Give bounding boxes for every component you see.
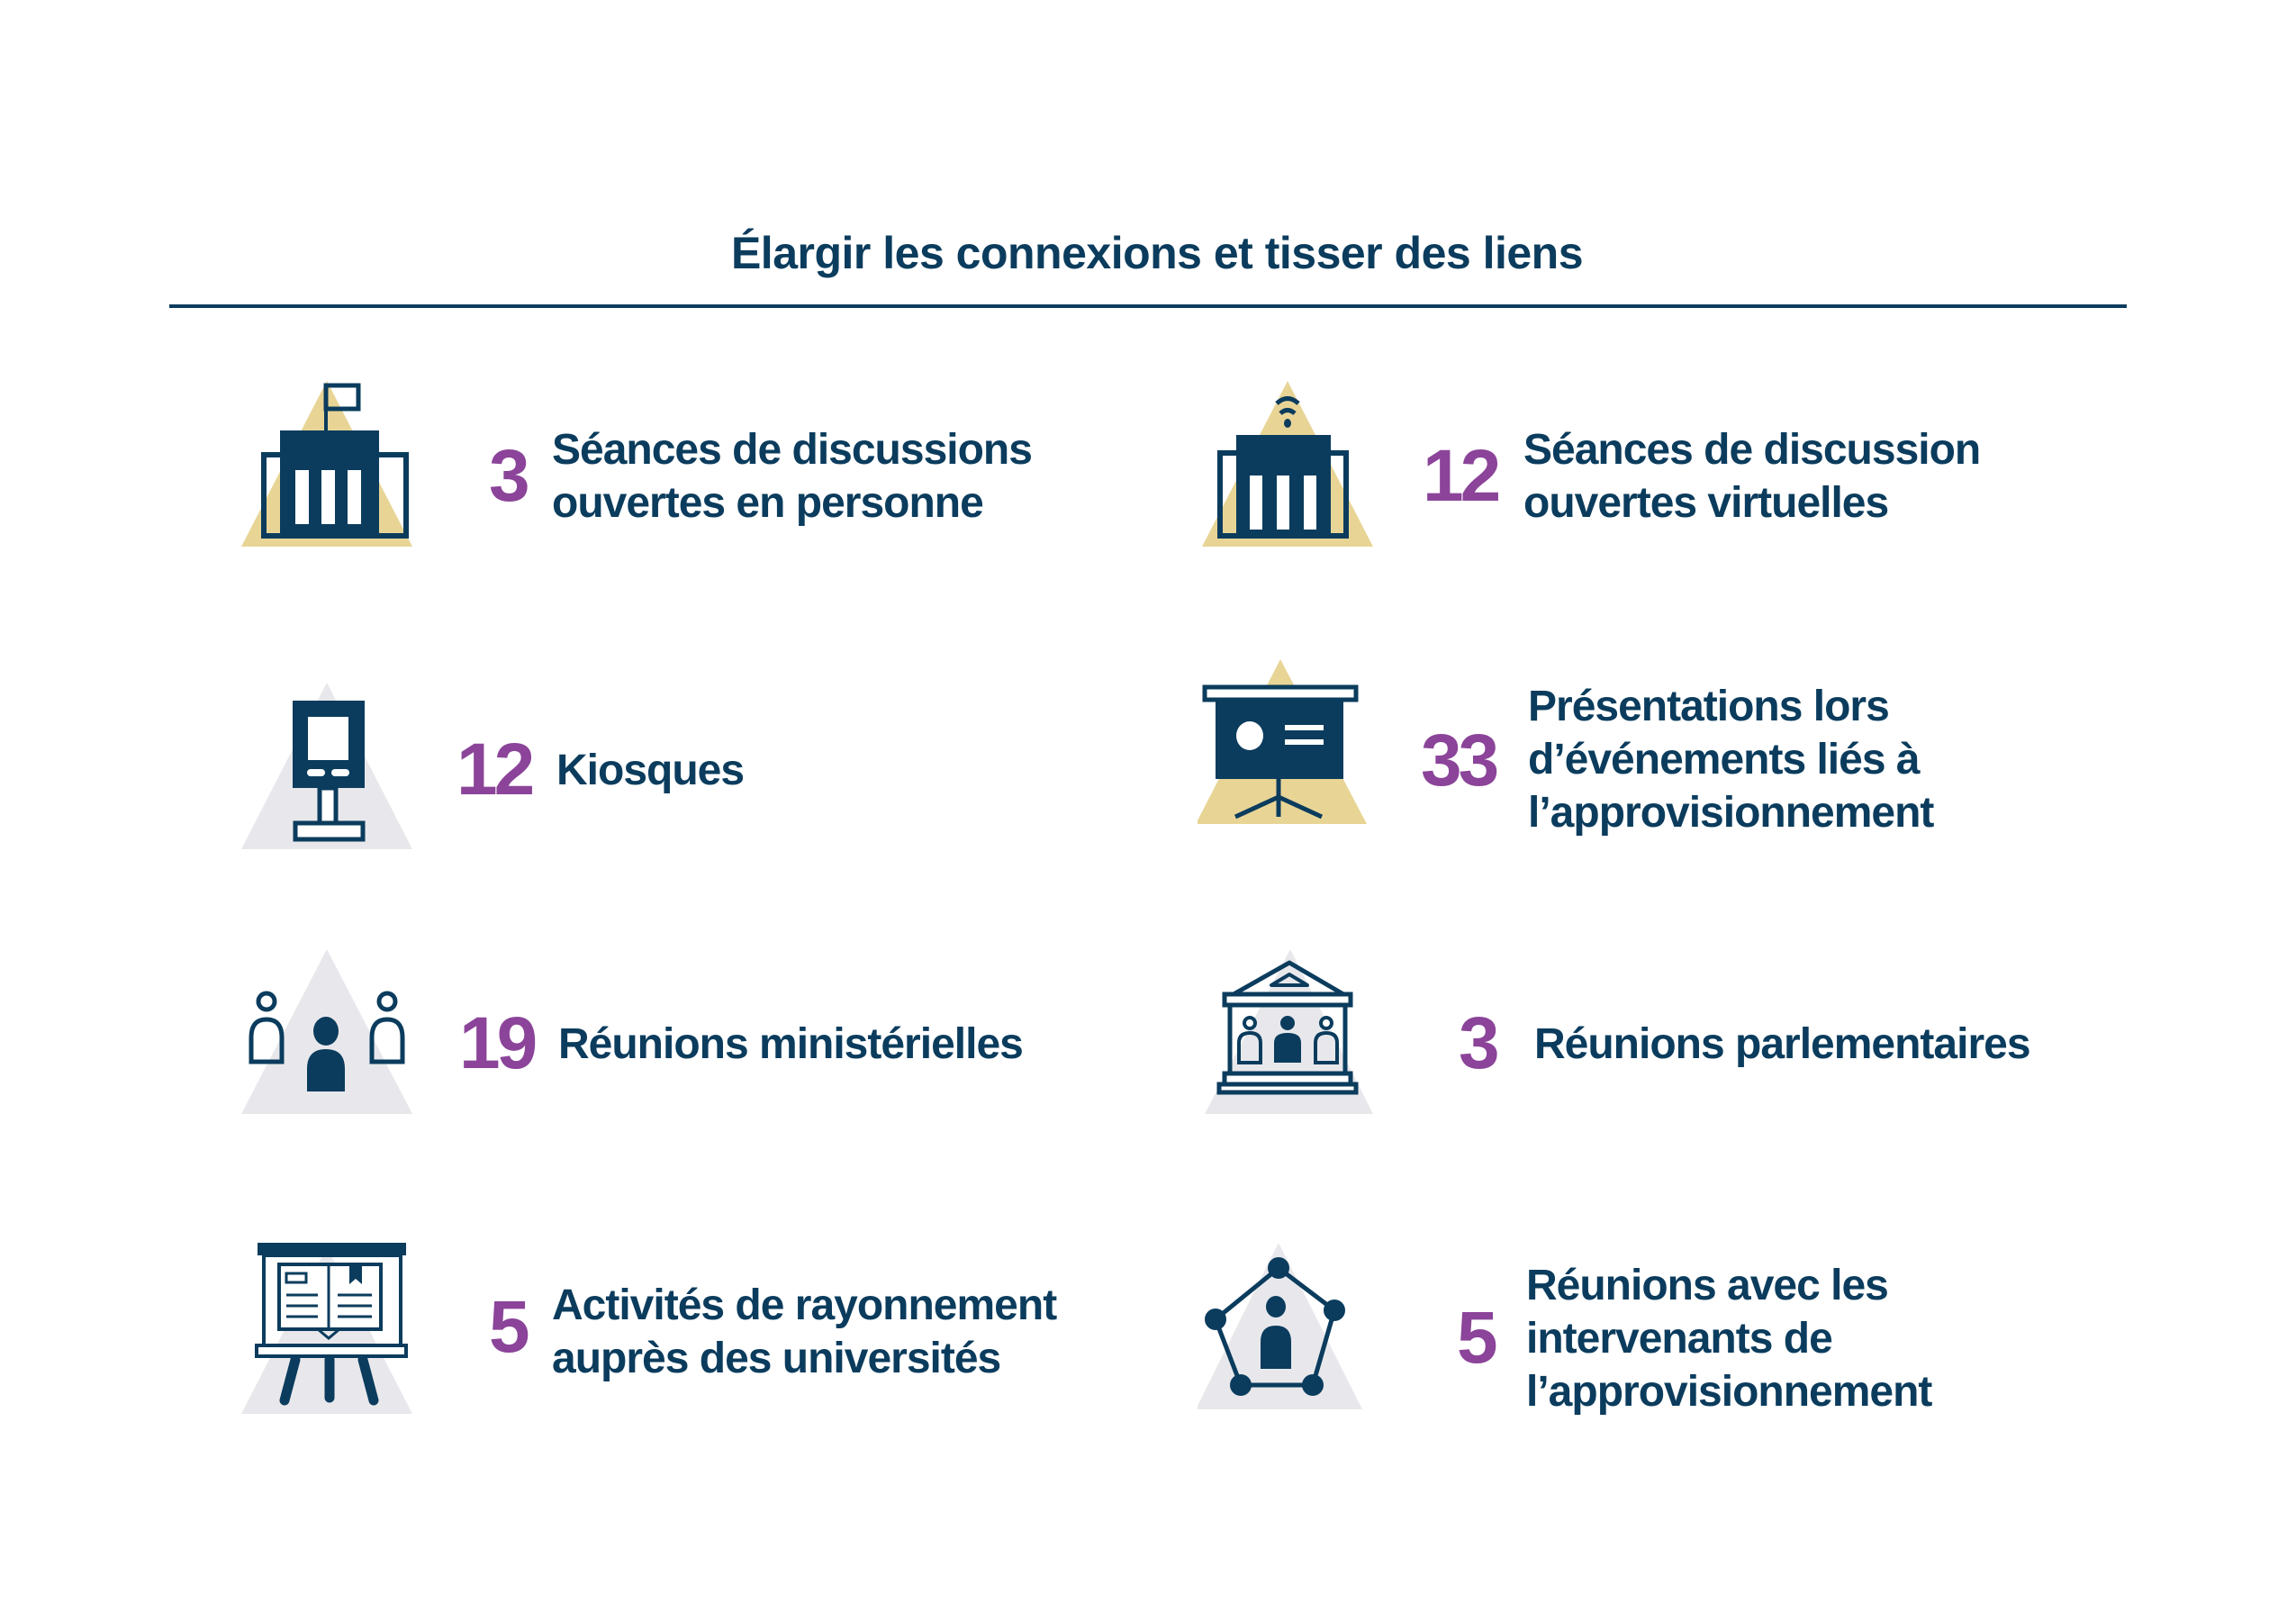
building-wifi-icon — [1198, 374, 1378, 554]
stat-number: 33 — [1421, 720, 1499, 801]
stat-number: 3 — [489, 435, 530, 517]
kiosk-icon — [237, 674, 417, 854]
parliament-building-icon — [1198, 947, 1378, 1127]
stat-number: 19 — [459, 1002, 538, 1084]
title-divider — [169, 304, 2127, 308]
building-flag-icon — [237, 374, 417, 554]
stat-number: 3 — [1459, 1002, 1500, 1084]
stat-number: 12 — [456, 729, 535, 810]
book-easel-icon — [237, 1234, 417, 1414]
stat-number: 5 — [1457, 1297, 1498, 1379]
stat-number: 12 — [1423, 435, 1501, 517]
stat-label: Réunions ministérielles — [558, 1020, 1024, 1068]
stat-label: Séances de discussion ouvertes virtuelle… — [1523, 426, 1981, 527]
people-group-icon — [237, 947, 417, 1127]
stat-label: Présentations lors d’événements liés à l… — [1528, 683, 1934, 837]
page-title: Élargir les connexions et tisser des lie… — [730, 228, 1584, 278]
stat-number: 5 — [489, 1286, 530, 1368]
presentation-screen-icon — [1198, 657, 1378, 838]
stat-label: Séances de discussions ouvertes en perso… — [552, 426, 1033, 527]
stat-label: Activités de rayonnement auprès des univ… — [552, 1281, 1057, 1382]
stakeholder-network-icon — [1198, 1243, 1378, 1423]
stat-label: Réunions avec les intervenants de l’appr… — [1526, 1262, 1932, 1416]
stat-label: Kiosques — [556, 747, 745, 794]
stat-label: Réunions parlementaires — [1534, 1020, 2031, 1068]
